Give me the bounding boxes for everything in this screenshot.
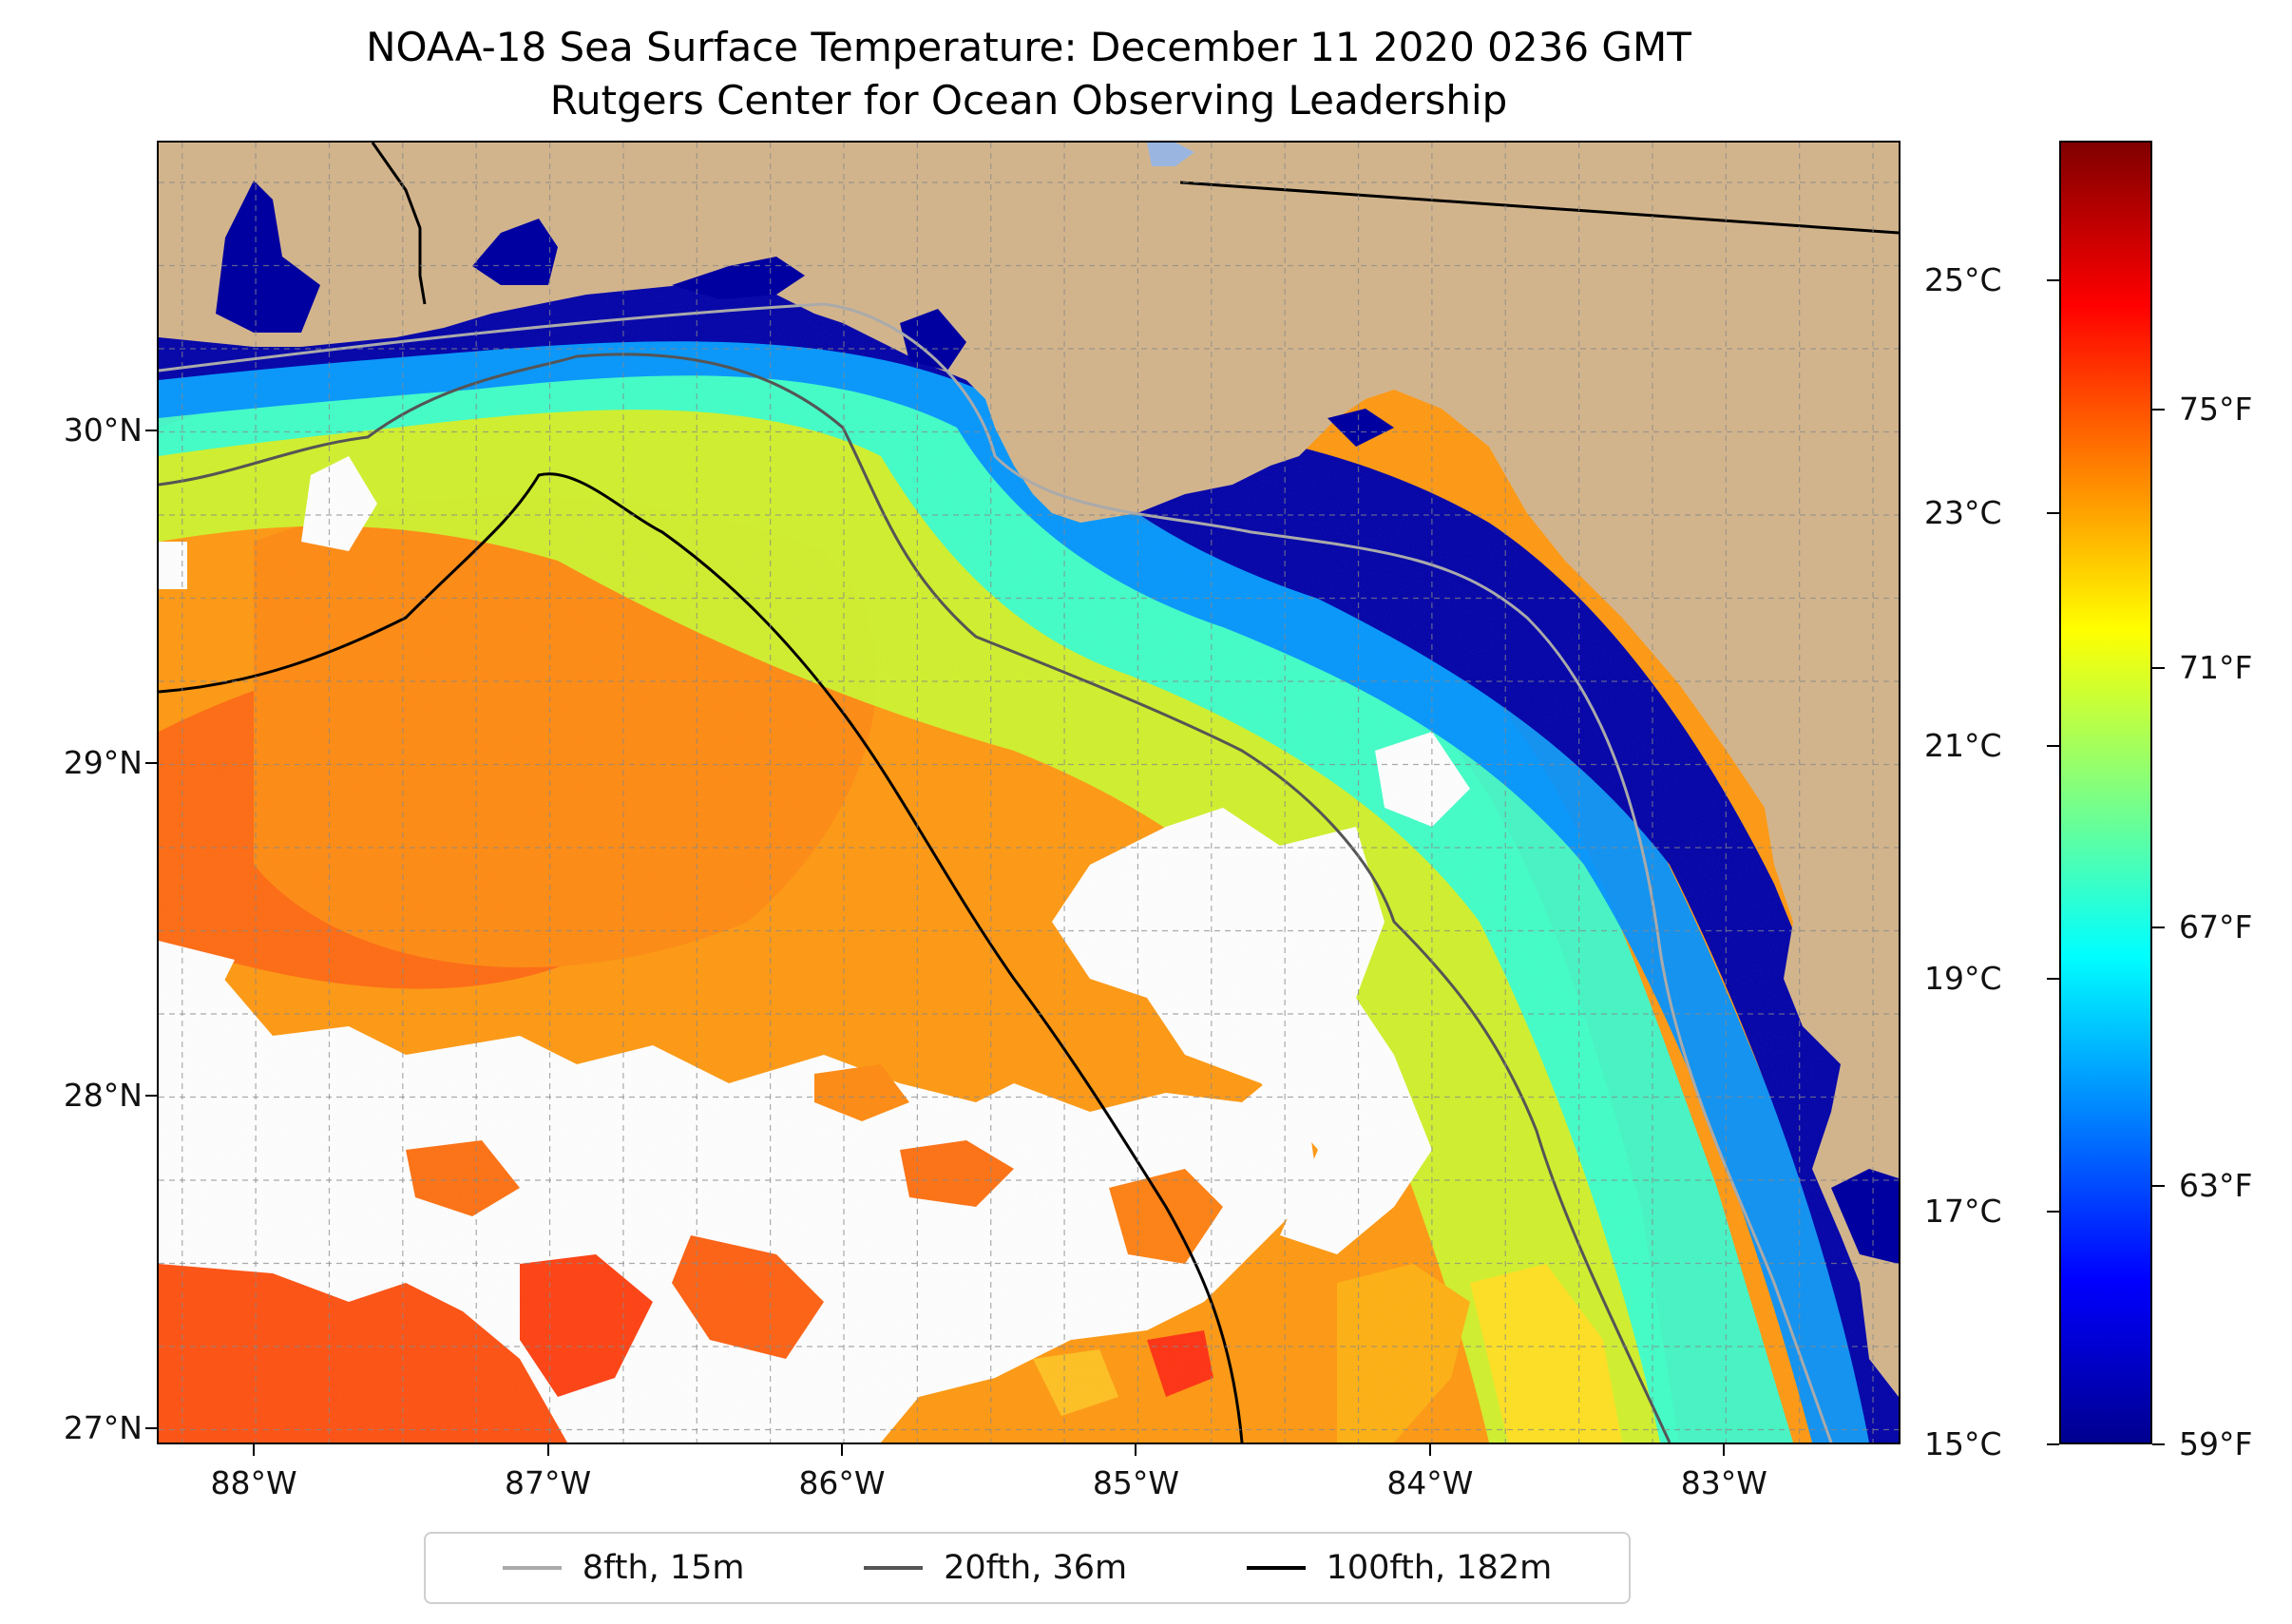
land-mass	[159, 143, 1899, 1397]
fahrenheit-tick-label: 59°F	[2179, 1425, 2253, 1462]
lat-tick-label: 29°N	[63, 743, 143, 781]
fahrenheit-tick-mark	[2152, 926, 2165, 928]
map-canvas	[159, 143, 1899, 1442]
celsius-tick-label: 19°C	[1924, 960, 2002, 997]
contour-8-fathom	[159, 302, 1833, 1442]
legend-item-8fth: 8fth, 15m	[502, 1549, 745, 1587]
celsius-tick-label: 17°C	[1924, 1193, 2002, 1230]
fahrenheit-tick-label: 67°F	[2179, 908, 2253, 946]
legend-item-20fth: 20fth, 36m	[864, 1549, 1127, 1587]
lon-tick-label: 85°W	[1092, 1464, 1179, 1501]
legend-swatch	[502, 1566, 562, 1570]
celsius-tick-mark	[2047, 978, 2059, 980]
fahrenheit-tick-mark	[2152, 1443, 2165, 1445]
lon-tick-mark	[1428, 1444, 1431, 1456]
legend-item-100fth: 100fth, 182m	[1246, 1549, 1553, 1587]
fahrenheit-tick-mark	[2152, 667, 2165, 670]
lake-shape	[1147, 143, 1194, 166]
legend-label: 100fth, 182m	[1326, 1549, 1553, 1587]
celsius-tick-mark	[2047, 1211, 2059, 1213]
lat-tick-mark	[145, 1094, 157, 1097]
lat-tick-label: 30°N	[63, 411, 143, 449]
fahrenheit-tick-label: 75°F	[2179, 391, 2253, 429]
lon-tick-label: 84°W	[1386, 1464, 1474, 1501]
fahrenheit-tick-mark	[2152, 409, 2165, 411]
depth-contour-legend: 8fth, 15m 20fth, 36m 100fth, 182m	[424, 1532, 1631, 1604]
temperature-colorbar	[2059, 141, 2152, 1444]
fahrenheit-tick-label: 63°F	[2179, 1166, 2253, 1204]
fahrenheit-tick-mark	[2152, 1184, 2165, 1187]
sst-map	[157, 141, 1900, 1444]
lon-tick-label: 83°W	[1680, 1464, 1767, 1501]
figure-title: NOAA-18 Sea Surface Temperature: Decembe…	[366, 24, 1691, 70]
celsius-tick-mark	[2047, 512, 2059, 514]
celsius-tick-mark	[2047, 745, 2059, 747]
lon-tick-label: 87°W	[504, 1464, 592, 1501]
lon-tick-mark	[253, 1444, 256, 1456]
lon-tick-mark	[1135, 1444, 1137, 1456]
fahrenheit-tick-label: 71°F	[2179, 649, 2253, 687]
figure-subtitle: Rutgers Center for Ocean Observing Leade…	[549, 77, 1508, 124]
lat-tick-label: 28°N	[63, 1076, 143, 1114]
celsius-tick-label: 15°C	[1924, 1425, 2002, 1462]
state-boundary-alabama-florida	[371, 143, 427, 305]
celsius-tick-mark	[2047, 1443, 2059, 1445]
lon-tick-mark	[1723, 1444, 1726, 1456]
legend-label: 8fth, 15m	[582, 1549, 745, 1587]
lon-tick-mark	[546, 1444, 549, 1456]
lat-tick-mark	[145, 1426, 157, 1429]
contour-100-fathom	[159, 472, 1244, 1442]
contour-20-fathom	[159, 353, 1671, 1442]
map-gridlines	[159, 143, 1899, 1442]
legend-label: 20fth, 36m	[944, 1549, 1128, 1587]
lon-tick-label: 86°W	[798, 1464, 886, 1501]
legend-swatch	[1246, 1566, 1306, 1570]
lon-tick-mark	[841, 1444, 843, 1456]
lon-tick-label: 88°W	[210, 1464, 297, 1501]
celsius-tick-label: 21°C	[1924, 727, 2002, 764]
lat-tick-mark	[145, 761, 157, 764]
legend-swatch	[864, 1566, 924, 1570]
state-boundary-georgia-florida	[1179, 181, 1899, 235]
coastal-bays	[216, 181, 1899, 1264]
celsius-tick-mark	[2047, 279, 2059, 281]
celsius-tick-label: 25°C	[1924, 261, 2002, 298]
celsius-tick-label: 23°C	[1924, 494, 2002, 531]
lat-tick-mark	[145, 429, 157, 431]
lat-tick-label: 27°N	[63, 1408, 143, 1446]
